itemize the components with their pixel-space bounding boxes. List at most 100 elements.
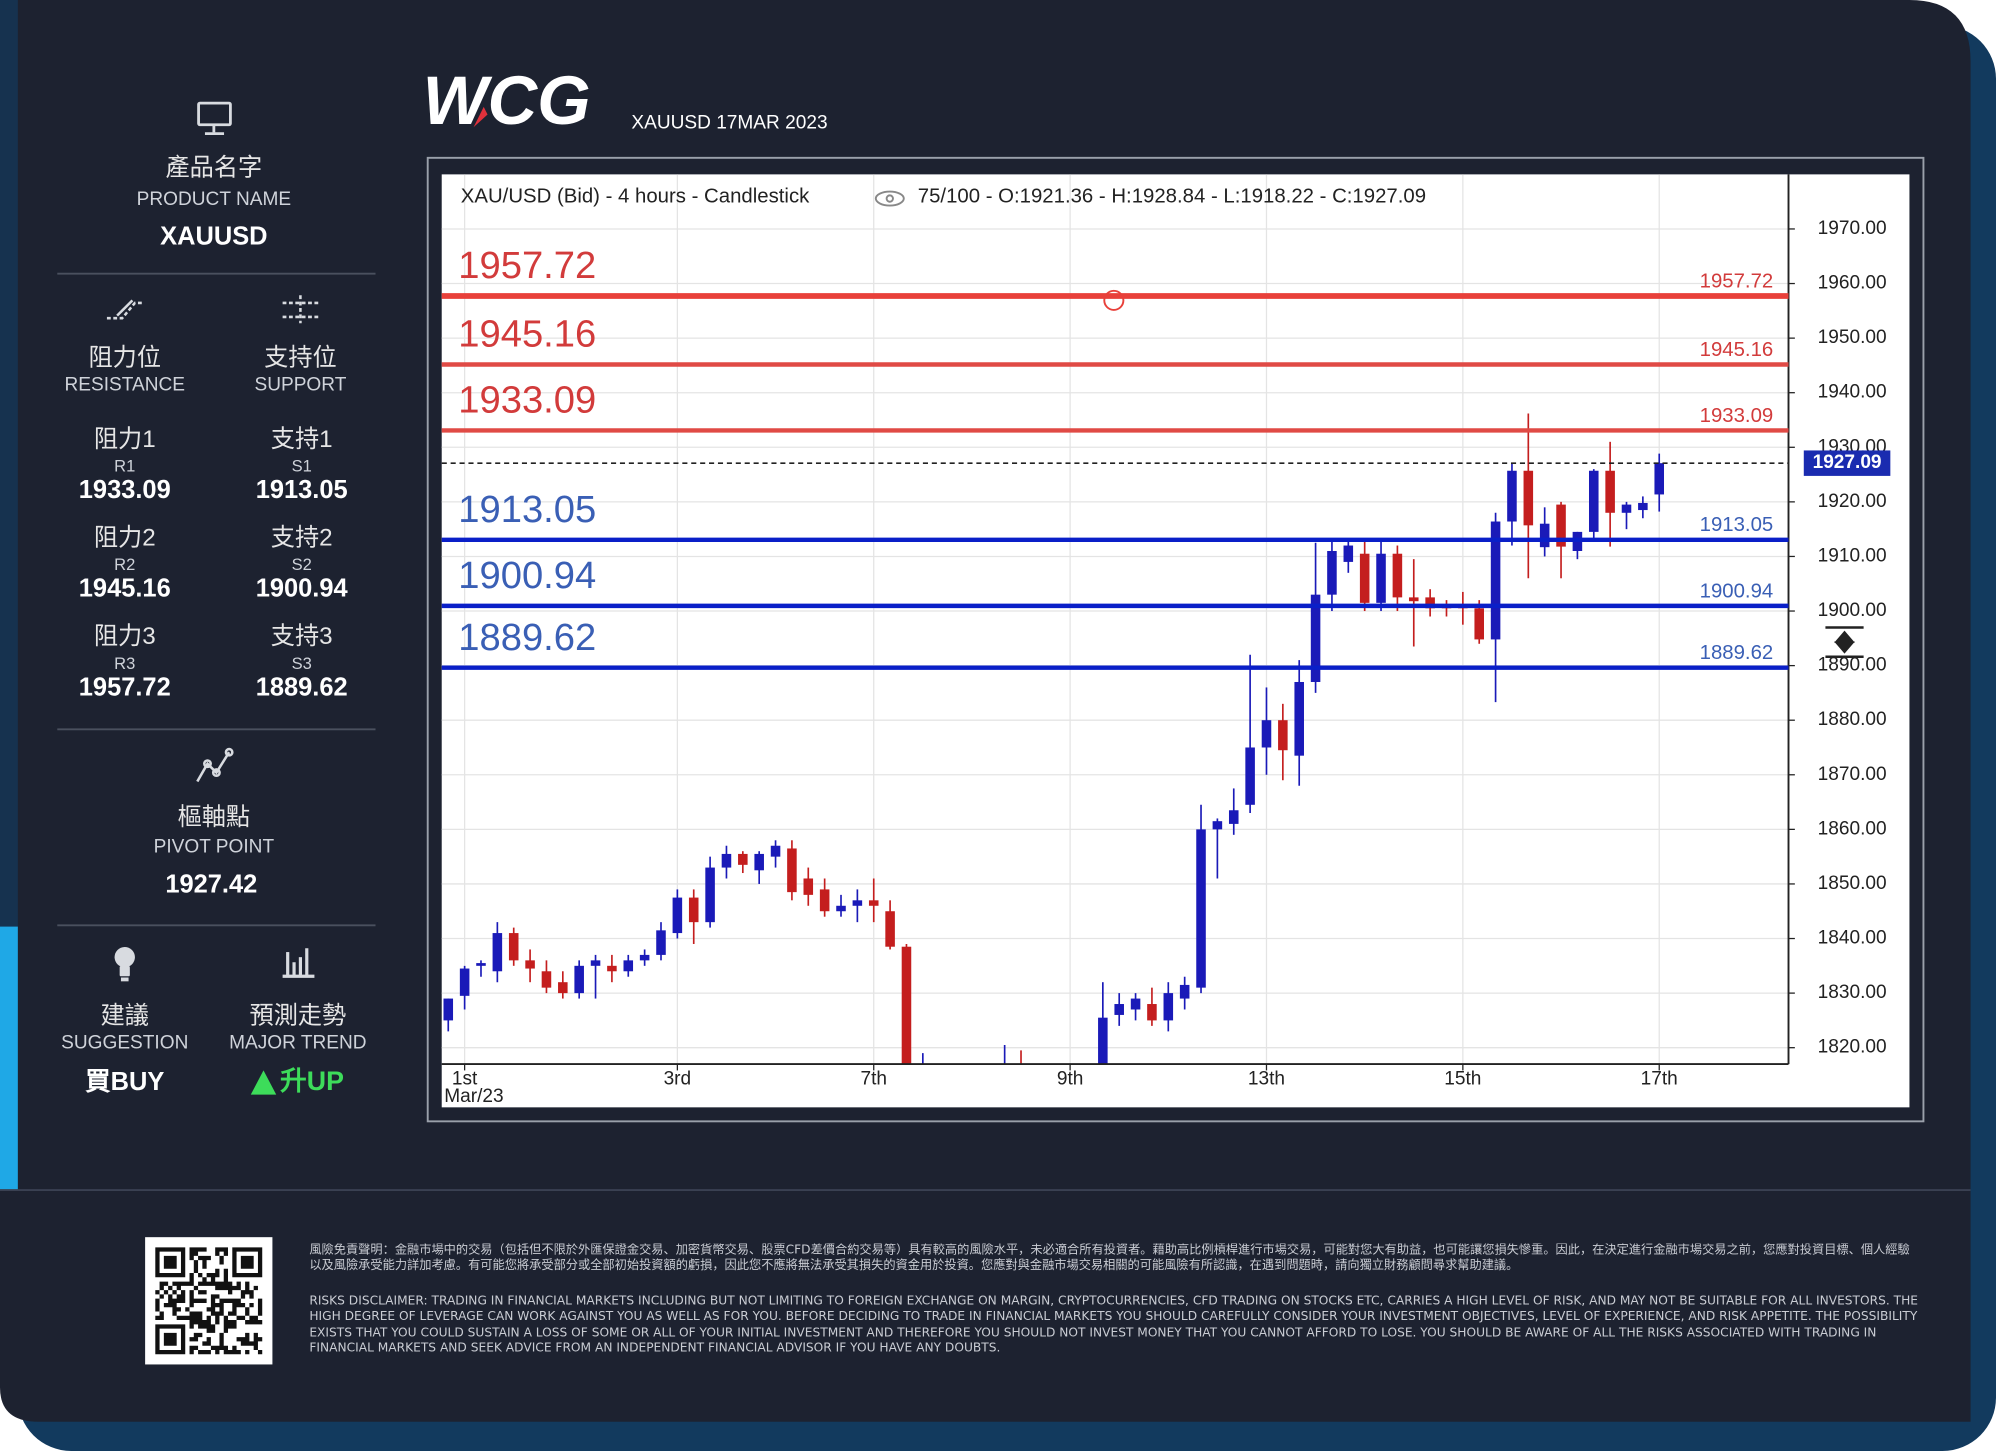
last-price-box bbox=[1803, 450, 1891, 476]
x-tick-label: 9th bbox=[1057, 1068, 1084, 1089]
level-label: 1889.62 bbox=[458, 616, 596, 659]
candle-body bbox=[1523, 470, 1534, 526]
candle-body bbox=[1261, 720, 1272, 748]
candle-body bbox=[885, 911, 895, 947]
candle-body bbox=[1278, 720, 1288, 751]
support-level-code: S2 bbox=[292, 555, 312, 574]
candle-body bbox=[688, 897, 699, 923]
level-handle bbox=[1103, 289, 1125, 311]
y-tick-label: 1900.00 bbox=[1818, 600, 1887, 621]
support-level-code: S3 bbox=[292, 654, 312, 673]
candle-body bbox=[656, 930, 666, 955]
product-label-zh: 產品名字 bbox=[166, 155, 263, 182]
y-tick-label: 1910.00 bbox=[1818, 545, 1887, 566]
resistance-level-code: R2 bbox=[114, 555, 135, 574]
candle-body bbox=[1114, 1004, 1124, 1015]
candle-body bbox=[721, 853, 732, 868]
disclaimer-en: RISKS DISCLAIMER: TRADING IN FINANCIAL M… bbox=[309, 1294, 1919, 1356]
support-level-value: 1913.05 bbox=[256, 476, 348, 504]
candle-body bbox=[1130, 998, 1141, 1010]
trend-arrow bbox=[250, 1070, 277, 1095]
candle-body bbox=[541, 971, 552, 988]
level-axis-label: 1889.62 bbox=[1700, 642, 1774, 664]
candle-body bbox=[770, 845, 781, 857]
candle-body bbox=[803, 878, 814, 895]
candle-body bbox=[1539, 523, 1550, 548]
bulb-icon bbox=[114, 946, 135, 982]
bars-icon bbox=[282, 948, 315, 978]
qr-modules bbox=[155, 1247, 263, 1355]
candle-body bbox=[868, 900, 879, 906]
support-level-zh: 支持1 bbox=[271, 426, 333, 453]
y-tick-label: 1940.00 bbox=[1818, 382, 1887, 403]
resistance-icon bbox=[106, 299, 143, 320]
y-tick-label: 1830.00 bbox=[1818, 982, 1887, 1003]
pivot-label-zh: 樞軸點 bbox=[178, 804, 251, 831]
level-label: 1957.72 bbox=[458, 244, 596, 287]
product-label-en: PRODUCT NAME bbox=[137, 189, 291, 210]
x-tick-label: 13th bbox=[1248, 1068, 1285, 1089]
resistance-level-code: R1 bbox=[114, 456, 135, 475]
level-axis-label: 1900.94 bbox=[1700, 580, 1774, 602]
candle-body bbox=[459, 968, 470, 996]
pivot-label-en: PIVOT POINT bbox=[154, 837, 275, 858]
candle-body bbox=[492, 933, 503, 972]
candle-body bbox=[525, 960, 535, 969]
logo: WCG bbox=[423, 62, 591, 139]
candle-body bbox=[1163, 993, 1174, 1021]
logo-accent bbox=[473, 106, 488, 128]
chart-area bbox=[441, 174, 1910, 1108]
candle-body bbox=[1343, 545, 1354, 562]
candle-body bbox=[705, 867, 715, 923]
y-tick-label: 1840.00 bbox=[1818, 928, 1887, 949]
x-axis-sublabel: Mar/23 bbox=[444, 1086, 503, 1107]
candle-body bbox=[607, 965, 617, 972]
disclaimer-en-box: RISKS DISCLAIMER: TRADING IN FINANCIAL M… bbox=[309, 1294, 1919, 1356]
pivot-value: 1927.42 bbox=[165, 871, 257, 899]
candle-body bbox=[1196, 829, 1206, 988]
x-tick-label: 1st bbox=[452, 1068, 478, 1089]
candle-body bbox=[1359, 553, 1370, 603]
chart-info: 75/100 - O:1921.36 - H:1928.84 - L:1918.… bbox=[918, 186, 1426, 208]
candle-body bbox=[852, 900, 863, 906]
suggestion-label-zh: 建議 bbox=[101, 1002, 149, 1029]
resistance-level-zh: 阻力1 bbox=[94, 426, 156, 453]
candle-body bbox=[901, 946, 912, 1065]
support-label-zh: 支持位 bbox=[264, 344, 337, 371]
level-label: 1913.05 bbox=[458, 488, 596, 531]
trend-label-en: MAJOR TREND bbox=[229, 1033, 366, 1054]
y-tick-label: 1870.00 bbox=[1818, 764, 1887, 785]
candle-body bbox=[1605, 470, 1615, 513]
resistance-level-zh: 阻力2 bbox=[94, 524, 156, 551]
candle-body bbox=[672, 897, 683, 934]
candle-body bbox=[574, 965, 584, 994]
left-stripe bbox=[0, 0, 18, 1191]
candle-body bbox=[476, 963, 486, 966]
last-price-label: 1927.09 bbox=[1813, 452, 1882, 473]
y-tick-label: 1890.00 bbox=[1818, 655, 1887, 676]
chart-title: XAU/USD (Bid) - 4 hours - Candlestick bbox=[461, 186, 810, 208]
candle-body bbox=[1638, 502, 1648, 511]
candle-body bbox=[639, 954, 650, 961]
resistance-label-zh: 阻力位 bbox=[88, 344, 161, 371]
level-label: 1900.94 bbox=[458, 554, 596, 597]
y-tick-label: 1960.00 bbox=[1818, 273, 1887, 294]
candle-body bbox=[1588, 470, 1599, 532]
suggestion-value: 買BUY bbox=[85, 1068, 164, 1096]
level-axis-label: 1945.16 bbox=[1700, 339, 1774, 361]
y-tick-label: 1920.00 bbox=[1818, 491, 1887, 512]
accent-stripe bbox=[0, 926, 18, 1191]
support-level-value: 1900.94 bbox=[256, 575, 349, 603]
resistance-level-value: 1945.16 bbox=[79, 575, 171, 603]
candle-body bbox=[1098, 1017, 1108, 1065]
candle-body bbox=[1507, 470, 1517, 522]
level-label: 1933.09 bbox=[458, 378, 596, 421]
candle-body bbox=[754, 853, 764, 871]
x-tick-label: 7th bbox=[860, 1068, 887, 1089]
candle-body bbox=[787, 848, 797, 893]
candle-body bbox=[1327, 550, 1337, 595]
candle-body bbox=[1392, 553, 1403, 598]
support-label-en: SUPPORT bbox=[254, 375, 346, 396]
trend-label-zh: 預測走勢 bbox=[250, 1002, 347, 1029]
